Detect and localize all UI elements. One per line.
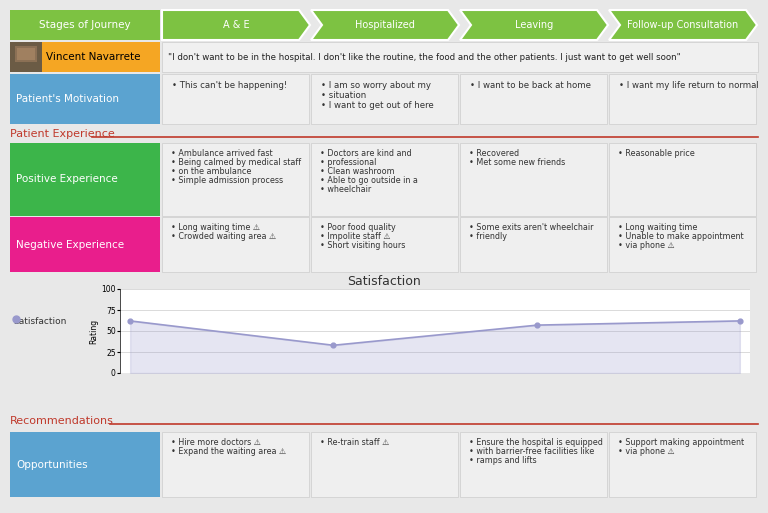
Text: • Ensure the hospital is equipped: • Ensure the hospital is equipped bbox=[469, 438, 603, 447]
Bar bbox=[311, 143, 458, 216]
Text: Hospitalized: Hospitalized bbox=[355, 20, 415, 30]
Bar bbox=[311, 432, 458, 497]
Text: • with barrier-free facilities like: • with barrier-free facilities like bbox=[469, 447, 594, 456]
Bar bbox=[162, 217, 309, 272]
Bar bbox=[460, 217, 607, 272]
Text: A & E: A & E bbox=[223, 20, 250, 30]
Bar bbox=[162, 143, 309, 216]
Bar bbox=[162, 74, 309, 124]
Text: Opportunities: Opportunities bbox=[16, 460, 88, 469]
Text: Leaving: Leaving bbox=[515, 20, 553, 30]
Text: • Short visiting hours: • Short visiting hours bbox=[320, 241, 406, 250]
Text: • via phone ⚠: • via phone ⚠ bbox=[618, 241, 674, 250]
Text: • Some exits aren't wheelchair: • Some exits aren't wheelchair bbox=[469, 223, 594, 232]
Text: • via phone ⚠: • via phone ⚠ bbox=[618, 447, 674, 456]
Bar bbox=[162, 432, 309, 497]
Text: • Hire more doctors ⚠: • Hire more doctors ⚠ bbox=[171, 438, 261, 447]
Text: Negative Experience: Negative Experience bbox=[16, 240, 124, 249]
Bar bbox=[10, 10, 160, 40]
Text: • Reasonable price: • Reasonable price bbox=[618, 149, 695, 158]
Text: • I want my life return to normal: • I want my life return to normal bbox=[619, 81, 759, 90]
Text: Recommendations: Recommendations bbox=[10, 416, 114, 426]
Bar bbox=[10, 432, 160, 497]
Text: "I don't want to be in the hospital. I don't like the routine, the food and the : "I don't want to be in the hospital. I d… bbox=[168, 52, 680, 62]
Text: Satisfaction: Satisfaction bbox=[347, 275, 421, 288]
Text: Positive Experience: Positive Experience bbox=[16, 174, 118, 185]
Text: Vincent Navarrete: Vincent Navarrete bbox=[46, 52, 141, 62]
Bar bbox=[162, 42, 758, 72]
Bar bbox=[10, 74, 160, 124]
Text: Satisfaction: Satisfaction bbox=[13, 317, 66, 326]
Text: • I want to be back at home: • I want to be back at home bbox=[470, 81, 591, 90]
Text: • Support making appointment: • Support making appointment bbox=[618, 438, 744, 447]
Text: • Clean washroom: • Clean washroom bbox=[320, 167, 395, 176]
Polygon shape bbox=[311, 10, 459, 40]
Bar bbox=[10, 217, 160, 272]
Polygon shape bbox=[162, 10, 310, 40]
Bar bbox=[311, 217, 458, 272]
Text: • Long waiting time ⚠: • Long waiting time ⚠ bbox=[171, 223, 260, 232]
Y-axis label: Rating: Rating bbox=[90, 319, 98, 344]
Bar bbox=[10, 42, 42, 72]
Text: Patient's Motivation: Patient's Motivation bbox=[16, 94, 119, 104]
Polygon shape bbox=[460, 10, 608, 40]
Text: • Poor food quality: • Poor food quality bbox=[320, 223, 396, 232]
Text: • Recovered: • Recovered bbox=[469, 149, 519, 158]
Bar bbox=[609, 74, 756, 124]
Text: • Unable to make appointment: • Unable to make appointment bbox=[618, 232, 743, 241]
Text: • Crowded waiting area ⚠: • Crowded waiting area ⚠ bbox=[171, 232, 276, 241]
Text: • Doctors are kind and: • Doctors are kind and bbox=[320, 149, 412, 158]
Text: • This can't be happening!: • This can't be happening! bbox=[172, 81, 287, 90]
Bar bbox=[460, 432, 607, 497]
Text: • Re-train staff ⚠: • Re-train staff ⚠ bbox=[320, 438, 389, 447]
Bar bbox=[17, 48, 35, 60]
Bar bbox=[42, 42, 160, 72]
Text: • friendly: • friendly bbox=[469, 232, 507, 241]
Text: Follow-up Consultation: Follow-up Consultation bbox=[627, 20, 739, 30]
Bar bbox=[460, 74, 607, 124]
Text: • Ambulance arrived fast: • Ambulance arrived fast bbox=[171, 149, 273, 158]
Point bbox=[124, 317, 136, 325]
Text: • I want to get out of here: • I want to get out of here bbox=[321, 101, 434, 110]
Point bbox=[327, 341, 339, 349]
Text: Stages of Journey: Stages of Journey bbox=[39, 20, 131, 30]
Text: • situation: • situation bbox=[321, 91, 366, 100]
Text: • Able to go outside in a: • Able to go outside in a bbox=[320, 176, 418, 185]
Text: Patient Experience: Patient Experience bbox=[10, 129, 114, 139]
Text: • Impolite staff ⚠: • Impolite staff ⚠ bbox=[320, 232, 390, 241]
Text: • I am so worry about my: • I am so worry about my bbox=[321, 81, 431, 90]
Text: • professional: • professional bbox=[320, 158, 376, 167]
Bar bbox=[609, 143, 756, 216]
Bar bbox=[15, 46, 37, 62]
Bar bbox=[10, 143, 160, 216]
Bar bbox=[609, 217, 756, 272]
Point bbox=[733, 317, 746, 325]
Bar bbox=[460, 143, 607, 216]
Text: • Simple admission process: • Simple admission process bbox=[171, 176, 283, 185]
Text: • Being calmed by medical staff: • Being calmed by medical staff bbox=[171, 158, 301, 167]
Text: • ramps and lifts: • ramps and lifts bbox=[469, 456, 537, 465]
Bar bbox=[311, 74, 458, 124]
Text: • Met some new friends: • Met some new friends bbox=[469, 158, 565, 167]
Bar bbox=[609, 432, 756, 497]
Point bbox=[531, 321, 543, 329]
Polygon shape bbox=[609, 10, 757, 40]
Text: • on the ambulance: • on the ambulance bbox=[171, 167, 251, 176]
Text: • wheelchair: • wheelchair bbox=[320, 185, 371, 194]
Text: • Long waiting time: • Long waiting time bbox=[618, 223, 697, 232]
Text: • Expand the waiting area ⚠: • Expand the waiting area ⚠ bbox=[171, 447, 286, 456]
